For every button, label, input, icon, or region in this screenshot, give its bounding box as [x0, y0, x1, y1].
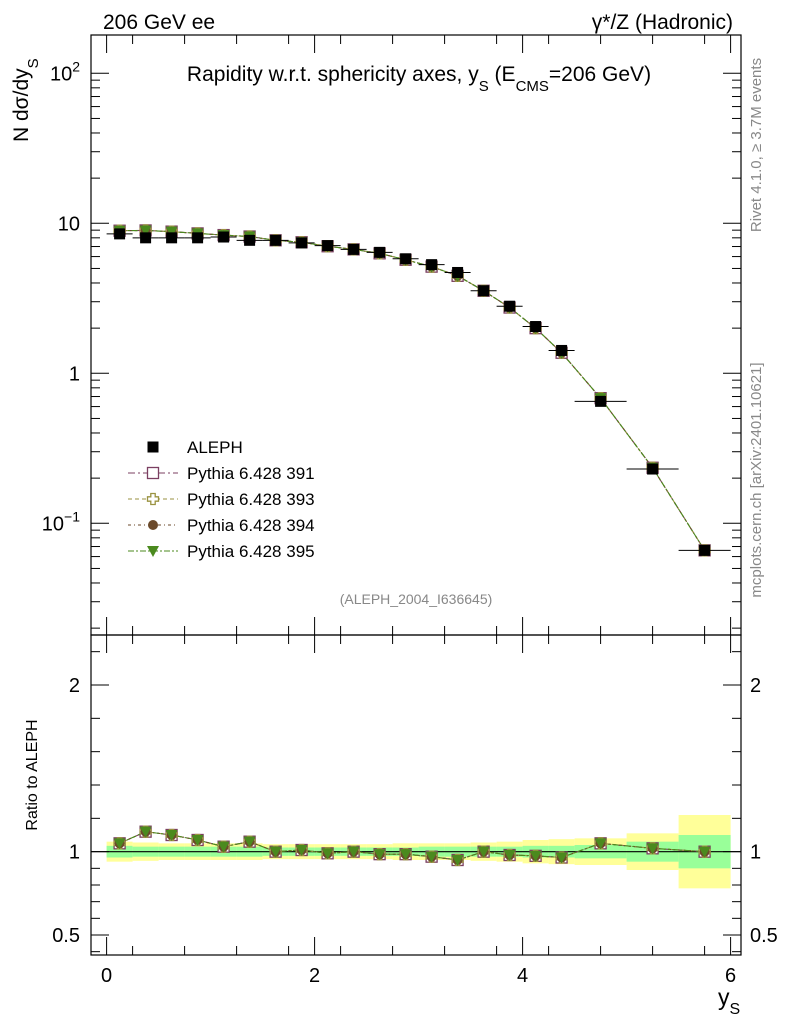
y-ratio-tick-label-l-0: 2	[69, 675, 80, 697]
ratio-point-s3-14	[477, 846, 490, 858]
ratio-point-s3-10	[373, 849, 386, 861]
ratio-point-s3-12	[425, 851, 438, 863]
y-main-exp-power-0: 2	[72, 58, 80, 74]
data-point-3	[192, 232, 204, 244]
data-point-1	[140, 232, 152, 244]
y-main-tick-label-0: 10	[58, 213, 80, 235]
data-point-13	[452, 266, 464, 278]
x-tick-label-0: 0	[101, 965, 112, 987]
data-point-7	[296, 237, 308, 249]
data-point-18	[595, 395, 607, 407]
data-point-0	[114, 228, 126, 240]
data-point-6	[270, 234, 282, 246]
data-point-4	[218, 231, 230, 243]
y-ratio-tick-label-r-2: 0.5	[750, 925, 778, 947]
ratio-point-s3-1	[139, 826, 152, 838]
y-ratio-tick-label-l-2: 0.5	[52, 925, 80, 947]
ratio-point-s3-16	[529, 850, 542, 862]
y-axis-label-main: N dσ/dyS	[10, 58, 42, 142]
data-point-15	[504, 300, 516, 312]
chart-title-tail: (E	[489, 63, 516, 86]
y-main-tick-label-1: 1	[69, 363, 80, 385]
ratio-point-s3-20	[698, 846, 711, 858]
ratio-point-s3-5	[243, 836, 256, 848]
legend-marker-data	[147, 441, 159, 453]
legend-marker-3	[147, 546, 159, 557]
legend-label-1: Pythia 6.428 393	[187, 490, 315, 509]
y-axis-label-main-text: N dσ/dy	[10, 68, 33, 142]
legend-marker-0	[146, 466, 160, 480]
chart-title-main: Rapidity w.r.t. sphericity axes, y	[187, 63, 479, 86]
main-point-s3-1	[139, 225, 152, 237]
ratio-point-s3-3	[191, 835, 204, 846]
chart-title-end: =206 GeV)	[549, 63, 651, 86]
ratio-point-s3-2	[165, 830, 178, 841]
y-ratio-tick-label-r-0: 2	[750, 675, 761, 697]
header-right: γ*/Z (Hadronic)	[592, 11, 733, 34]
mcplots-label: mcplots.cern.ch [arXiv:2401.10621]	[748, 362, 765, 597]
data-point-19	[647, 463, 659, 475]
uncertainty-bands	[91, 815, 741, 889]
ratio-point-s3-6	[269, 846, 282, 858]
ratio-point-s3-15	[503, 850, 516, 861]
y-main-exp-power-1: −1	[64, 508, 80, 524]
chart-title-sub2: CMS	[516, 78, 549, 95]
rivet-label: Rivet 4.1.0, ≥ 3.7M events	[748, 58, 765, 232]
y-main-exp-base-0: 10	[50, 63, 72, 85]
data-point-2	[166, 232, 178, 244]
x-tick-label-2: 4	[517, 965, 528, 987]
data-point-8	[322, 240, 334, 252]
legend-label-data: ALEPH	[187, 438, 243, 457]
data-point-20	[699, 544, 711, 556]
y-ratio-tick-label-l-1: 1	[69, 842, 80, 864]
x-tick-label-1: 2	[309, 965, 320, 987]
legend-label-3: Pythia 6.428 395	[187, 542, 315, 561]
x-axis-label-text: y	[718, 984, 730, 1010]
legend-label-2: Pythia 6.428 394	[187, 516, 315, 535]
data-point-16	[530, 321, 542, 333]
legend-marker-2	[148, 520, 158, 530]
data-point-11	[400, 253, 412, 265]
y-main-exp-label-0: 102	[50, 58, 80, 85]
data-point-10	[374, 246, 386, 258]
data-point-14	[478, 285, 490, 297]
y-ratio-tick-label-r-1: 1	[750, 842, 761, 864]
aleph-data-points	[106, 228, 731, 556]
x-tick-label-3: 6	[725, 965, 736, 987]
y-axis-label-ratio: Ratio to ALEPH	[24, 719, 41, 830]
ratio-point-s3-9	[347, 846, 360, 858]
ratio-point-s3-13	[451, 855, 464, 866]
ratio-frame	[90, 634, 742, 956]
ratio-point-s3-18	[594, 838, 607, 850]
legend: ALEPH Pythia 6.428 391 Pythia 6.428 393 Pyt…	[128, 438, 315, 561]
y-main-exp-base-1: 10	[42, 513, 64, 535]
ratio-point-s3-4	[217, 841, 230, 853]
ratio-point-s3-8	[321, 848, 334, 860]
ratio-point-s3-11	[399, 849, 412, 861]
ratio-series-markers	[113, 825, 711, 867]
main-point-s3-2	[165, 226, 178, 238]
ratio-point-s3-19	[646, 843, 659, 855]
data-point-9	[348, 243, 360, 255]
x-axis-label-sub: S	[730, 1001, 741, 1018]
ratio-point-s3-17	[555, 852, 568, 864]
ratio-point-s3-0	[113, 838, 126, 850]
header-left: 206 GeV ee	[103, 11, 215, 34]
legend-label-0: Pythia 6.428 391	[187, 464, 315, 483]
data-point-5	[244, 234, 256, 246]
x-axis-label: yS	[718, 984, 740, 1018]
chart-title-sub: S	[479, 78, 489, 95]
ratio-point-s3-7	[295, 845, 308, 856]
y-main-exp-label-1: 10−1	[42, 508, 80, 535]
data-point-12	[426, 259, 438, 271]
chart-title: Rapidity w.r.t. sphericity axes, yS (ECM…	[187, 63, 651, 95]
analysis-tag: (ALEPH_2004_I636645)	[340, 591, 493, 607]
y-axis-label-main-sub: S	[25, 58, 42, 68]
data-point-17	[556, 344, 568, 356]
legend-marker-1	[146, 492, 160, 506]
